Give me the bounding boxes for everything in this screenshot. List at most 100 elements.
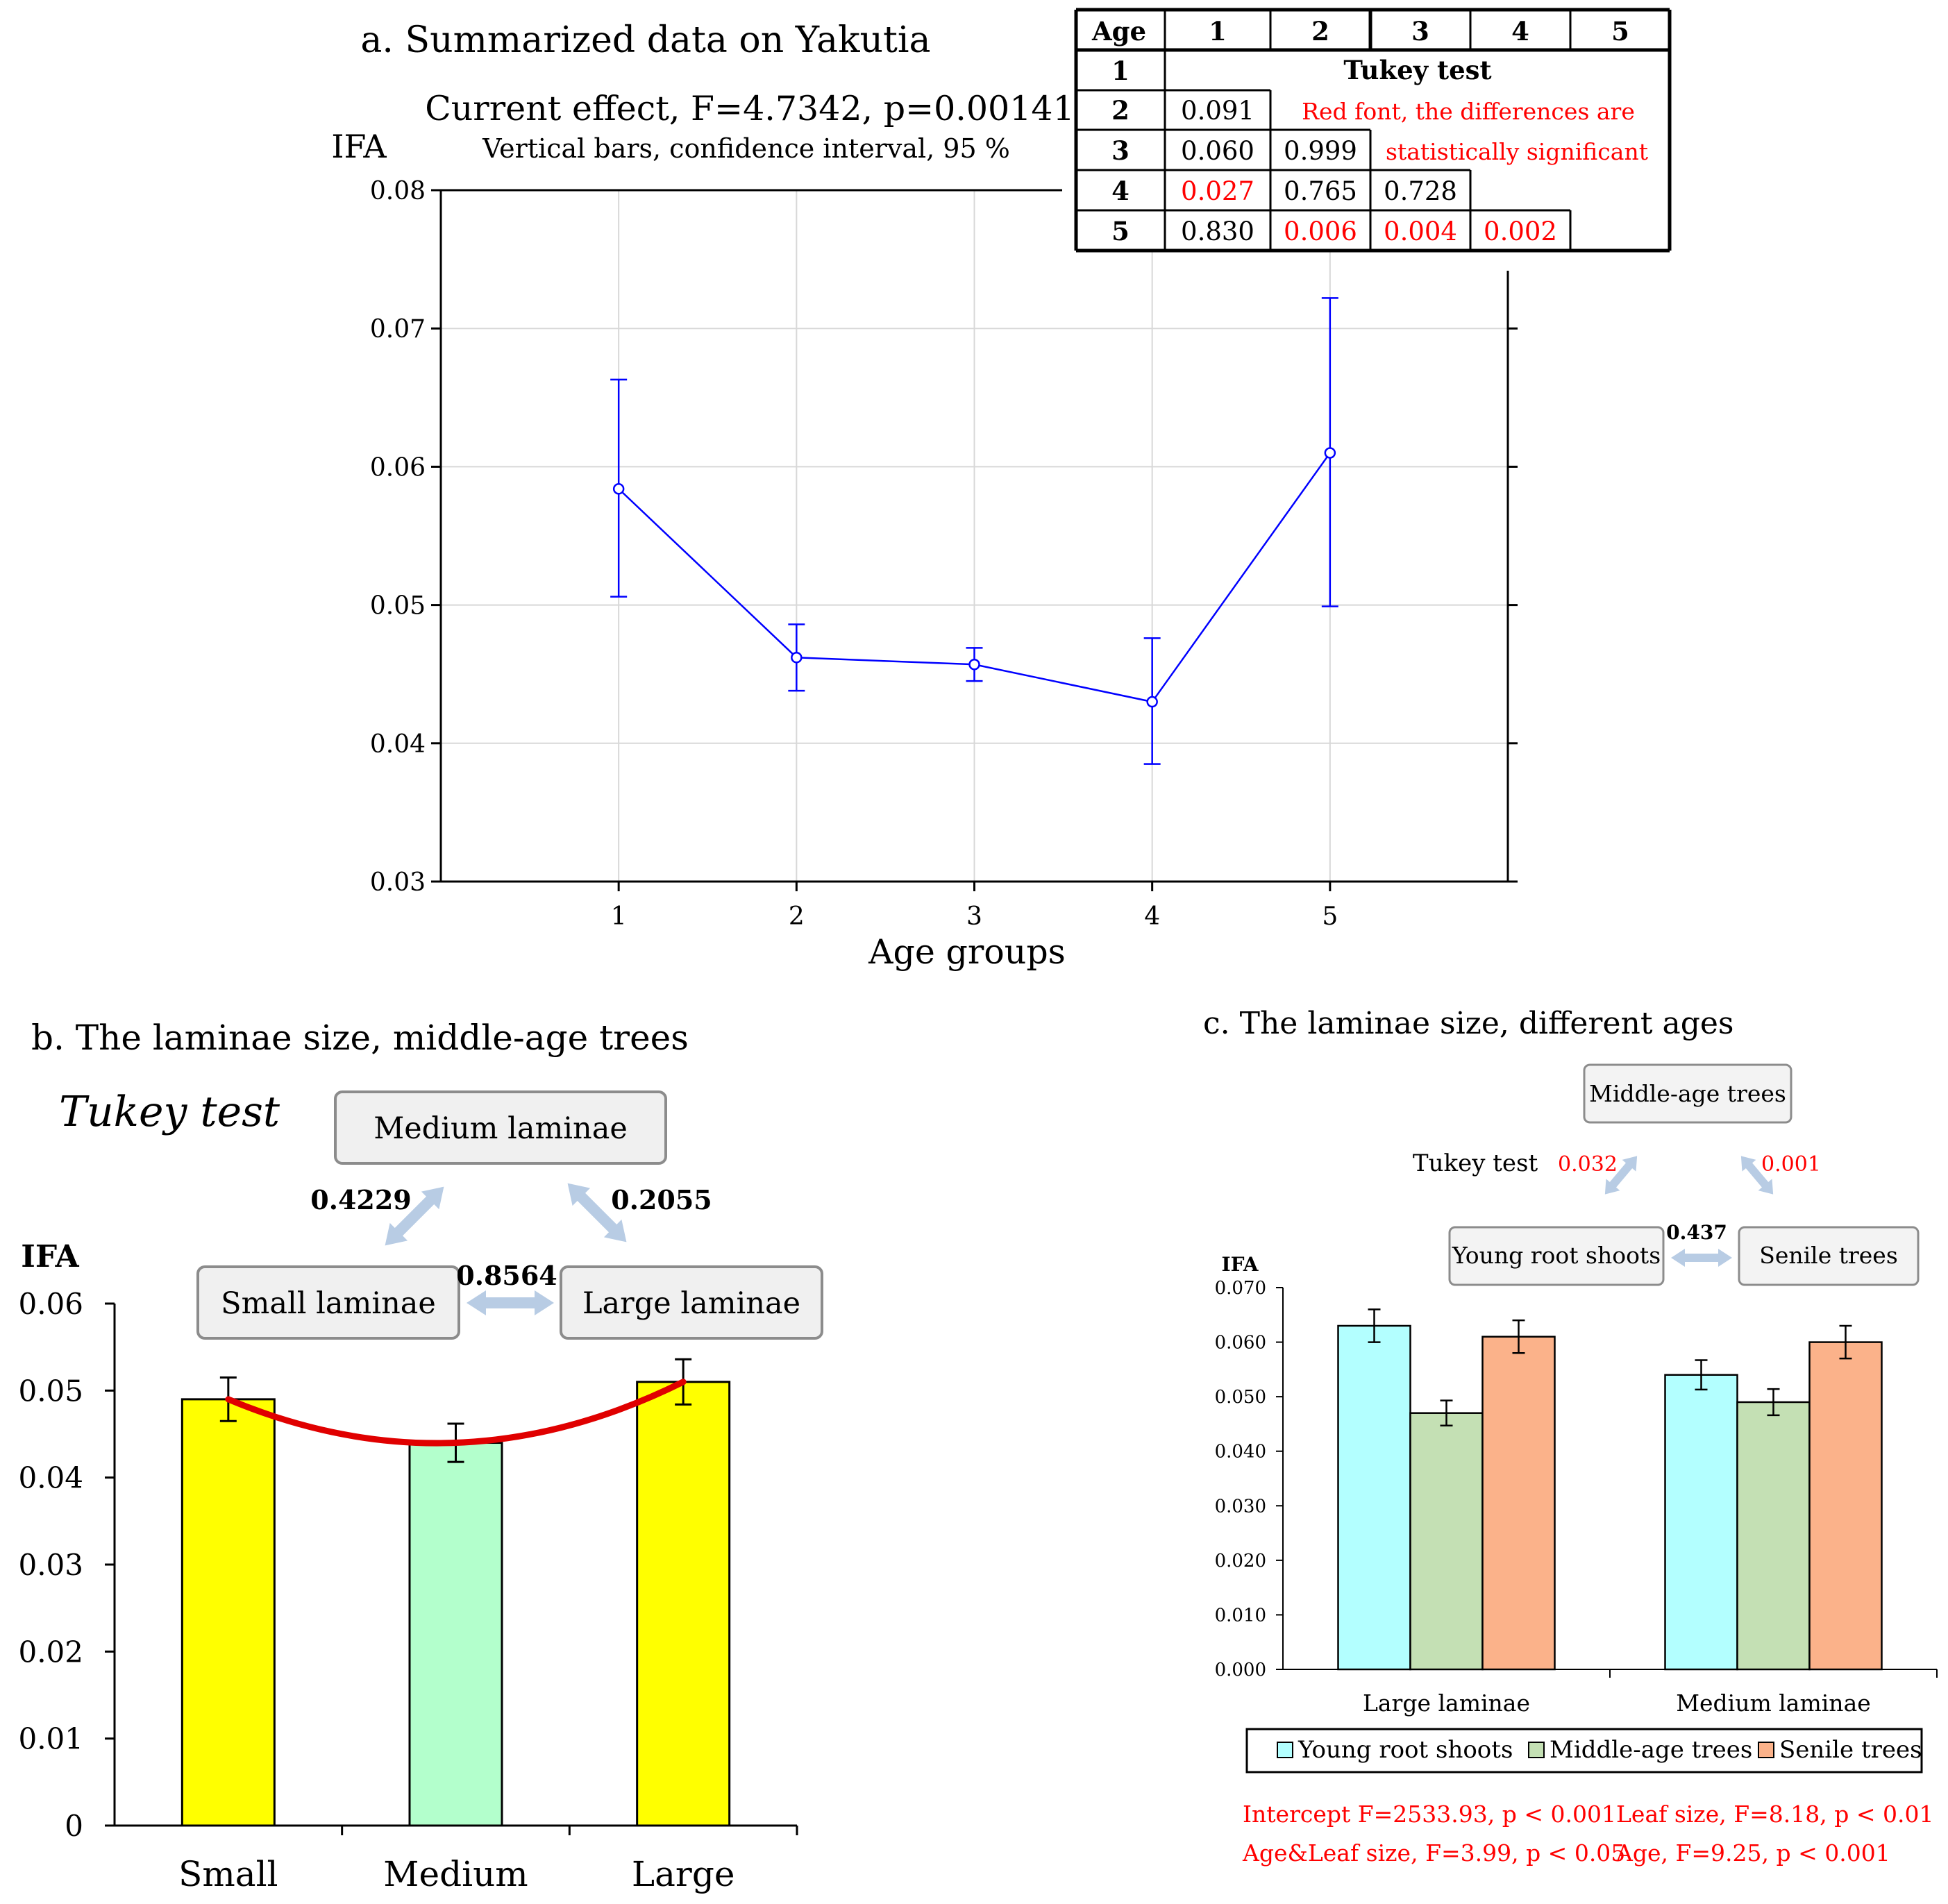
- y-tick-label: 0: [65, 1809, 83, 1843]
- y-tick-label: 0.000: [1215, 1660, 1266, 1680]
- y-tick-label: 0.070: [1215, 1278, 1266, 1299]
- y-tick-label: 0.010: [1215, 1605, 1266, 1626]
- double-arrow-icon: [1740, 1156, 1774, 1195]
- legend-label: Young root shoots: [1298, 1736, 1513, 1764]
- category-label: Large: [632, 1854, 735, 1894]
- legend-swatch: [1528, 1742, 1545, 1758]
- panel-a-y-ticks: 0.03 0.04 0.05 0.06 0.07 0.08: [370, 177, 1518, 897]
- double-arrow-icon: [1604, 1156, 1638, 1195]
- panel-b-ylabel: IFA: [21, 1239, 79, 1274]
- x-tick-label: 2: [789, 902, 805, 931]
- y-tick-label: 0.04: [18, 1461, 83, 1495]
- panel-b-axes: 0 0.01 0.02 0.03 0.04 0.05 0.06: [18, 1287, 798, 1843]
- y-tick-label: 0.03: [370, 868, 426, 897]
- panel-c-tukey-label: Tukey test: [1413, 1149, 1538, 1177]
- x-tick-label: 5: [1322, 902, 1338, 931]
- young-root-shoots-label: Young root shoots: [1452, 1242, 1661, 1269]
- tukey-cell-significant: 0.002: [1484, 217, 1557, 246]
- y-tick-label: 0.060: [1215, 1333, 1266, 1354]
- tukey-header-3: 3: [1411, 16, 1429, 47]
- y-tick-label: 0.040: [1215, 1442, 1266, 1463]
- p-medium-large: 0.2055: [611, 1184, 712, 1215]
- panel-b-title: b. The laminae size, middle-age trees: [31, 1018, 689, 1058]
- y-tick-label: 0.04: [370, 730, 426, 759]
- tukey-note-line2: statistically significant: [1386, 138, 1648, 165]
- panel-b-tukey-label: Tukey test: [59, 1088, 280, 1136]
- stat-leaf-size: Leaf size, F=8.18, p < 0.01: [1616, 1801, 1933, 1828]
- tukey-cell: 0.765: [1284, 176, 1357, 206]
- legend-label: Senile trees: [1779, 1736, 1922, 1764]
- panel-c-bars: [1337, 1308, 1883, 1671]
- bar: [1337, 1324, 1411, 1671]
- double-arrow-icon: [567, 1183, 627, 1242]
- young-root-shoots-box: [1448, 1226, 1665, 1286]
- data-point: [612, 483, 625, 495]
- tukey-cell-significant: 0.004: [1384, 217, 1457, 246]
- y-tick-label: 0.030: [1215, 1496, 1266, 1517]
- panel-a: a. Summarized data on Yakutia Current ef…: [331, 19, 1518, 972]
- double-arrow-icon: [385, 1186, 444, 1246]
- double-arrow-icon: [1671, 1249, 1732, 1267]
- stat-intercept: Intercept F=2533.93, p < 0.001: [1243, 1801, 1616, 1828]
- p-young-senile: 0.437: [1666, 1221, 1727, 1244]
- tukey-note-line1: Red font, the differences are: [1302, 98, 1635, 125]
- bar: [1481, 1336, 1556, 1671]
- category-label: Large laminae: [1363, 1690, 1530, 1717]
- medium-laminae-label: Medium laminae: [373, 1111, 628, 1146]
- tukey-cell: 0.091: [1181, 96, 1254, 126]
- panel-a-ylabel: IFA: [331, 128, 387, 165]
- panel-a-xlabel: Age groups: [868, 932, 1066, 972]
- bar: [636, 1381, 731, 1827]
- panel-b: b. The laminae size, middle-age trees Tu…: [18, 1018, 823, 1894]
- category-label: Small: [178, 1854, 278, 1894]
- panel-a-subtitle: Current effect, F=4.7342, p=0.00141: [425, 89, 1075, 128]
- tukey-table: Age 1 2 3 4 5 Tukey test Red font, the d…: [1074, 8, 1672, 253]
- senile-trees-box: [1738, 1226, 1920, 1286]
- panel-a-grid: [441, 190, 1508, 882]
- category-label: Medium: [383, 1854, 528, 1894]
- middle-age-trees-label: Middle-age trees: [1589, 1080, 1786, 1107]
- bar: [408, 1442, 503, 1827]
- small-laminae-box: [196, 1265, 460, 1340]
- panel-c-title: c. The laminae size, different ages: [1203, 1006, 1734, 1041]
- trend-curve: [225, 1379, 687, 1447]
- y-tick-label: 0.05: [370, 592, 426, 621]
- tukey-header-1: 1: [1209, 16, 1227, 47]
- large-laminae-box: [560, 1265, 823, 1340]
- double-arrow-icon: [467, 1290, 554, 1315]
- data-point: [1324, 447, 1336, 459]
- x-tick-label: 3: [966, 902, 982, 931]
- tukey-header-2: 2: [1311, 16, 1329, 47]
- tukey-header-age: Age: [1091, 16, 1146, 47]
- y-tick-label: 0.02: [18, 1635, 83, 1669]
- x-tick-label: 4: [1144, 902, 1160, 931]
- data-point: [1146, 696, 1158, 708]
- bar: [1808, 1341, 1883, 1671]
- p-small-large: 0.8564: [456, 1260, 557, 1291]
- middle-age-trees-box: [1583, 1063, 1792, 1124]
- panel-c-ylabel: IFA: [1221, 1253, 1259, 1276]
- p-middle-senile: 0.001: [1761, 1152, 1821, 1177]
- legend-swatch: [1277, 1742, 1293, 1758]
- legend-swatch: [1758, 1742, 1774, 1758]
- tukey-row-label: 5: [1111, 216, 1130, 246]
- bar: [1736, 1401, 1811, 1671]
- y-tick-label: 0.050: [1215, 1387, 1266, 1408]
- tukey-row-label: 4: [1111, 176, 1130, 206]
- y-tick-label: 0.07: [370, 315, 426, 344]
- y-tick-label: 0.01: [18, 1722, 83, 1756]
- panel-c-legend-items: Young root shoots Middle-age trees Senile …: [1277, 1736, 1922, 1764]
- tukey-cell-significant: 0.027: [1181, 176, 1254, 206]
- p-young-middle: 0.032: [1558, 1152, 1618, 1177]
- tukey-cell-significant: 0.006: [1284, 217, 1357, 246]
- tukey-cell: 0.830: [1181, 217, 1254, 246]
- p-small-medium: 0.4229: [310, 1184, 411, 1215]
- panel-a-series: [610, 297, 1338, 765]
- panel-c-category-labels: Large laminae Medium laminae: [1363, 1690, 1871, 1717]
- y-tick-label: 0.020: [1215, 1551, 1266, 1572]
- category-label: Medium laminae: [1676, 1690, 1871, 1717]
- tukey-row-label: 2: [1111, 95, 1130, 126]
- data-point: [968, 659, 980, 671]
- x-tick-label: 1: [611, 902, 627, 931]
